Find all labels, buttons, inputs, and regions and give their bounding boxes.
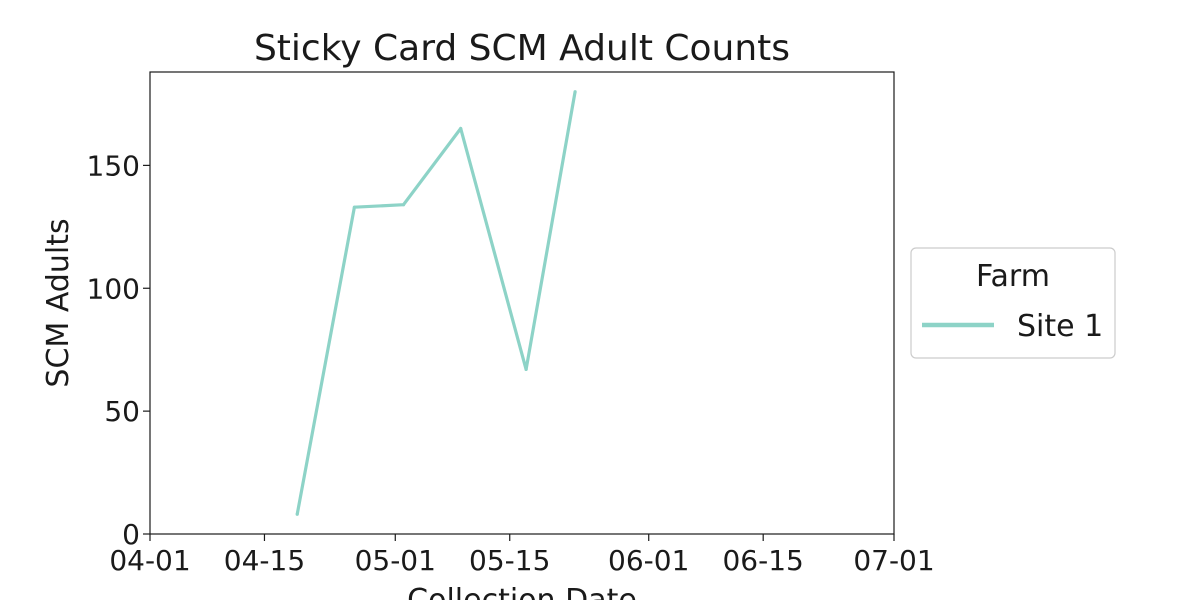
data-point: [352, 205, 356, 209]
y-tick-label: 0: [122, 518, 140, 551]
y-tick-label: 100: [87, 272, 140, 305]
x-axis-label: Collection Date: [407, 583, 637, 600]
series-line-site-1: [295, 91, 577, 515]
x-tick-label: 04-01: [109, 544, 190, 577]
legend: Farm Site 1: [910, 247, 1116, 359]
y-tick-label: 150: [87, 149, 140, 182]
legend-box: [910, 247, 1116, 359]
y-axis-label: SCM Adults: [41, 218, 76, 387]
x-tick-label: 07-01: [853, 544, 934, 577]
data-point: [295, 512, 299, 516]
data-point: [459, 126, 463, 131]
x-axis-ticks: 04-01 04-15 05-01 05-15 06-01 06-15 07-01: [109, 534, 935, 577]
legend-title: Farm: [976, 259, 1050, 294]
x-tick-label: 05-01: [355, 544, 436, 577]
plot-area: [149, 71, 895, 535]
y-tick-label: 50: [104, 395, 140, 428]
x-tick-label: 06-01: [608, 544, 689, 577]
x-tick-label: 05-15: [469, 544, 550, 577]
data-point: [524, 367, 528, 371]
data-point: [573, 90, 577, 94]
chart-title: Sticky Card SCM Adult Counts: [254, 28, 790, 69]
x-tick-label: 06-15: [722, 544, 803, 577]
y-axis-ticks: 0 50 100 150: [87, 149, 150, 551]
legend-entry-site-1: Site 1: [1017, 309, 1103, 344]
series-layer: [295, 90, 577, 516]
data-point: [401, 203, 406, 207]
x-tick-label: 04-15: [224, 544, 305, 577]
